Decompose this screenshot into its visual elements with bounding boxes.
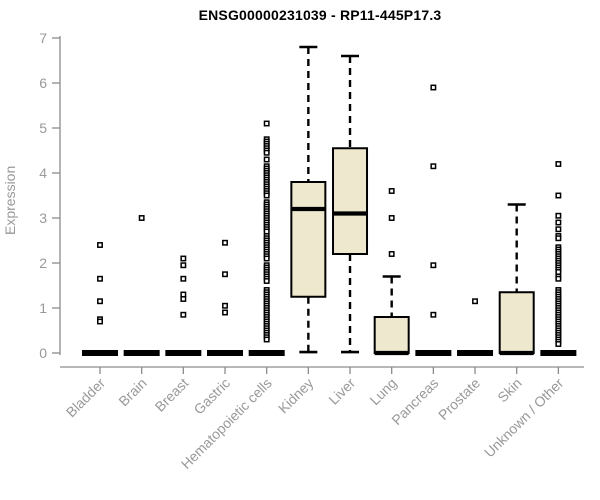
outlier-point: [180, 262, 187, 269]
x-tick-label: Breast: [152, 375, 192, 415]
collapsed-box: [123, 350, 160, 356]
outlier-point: [263, 336, 270, 343]
box: [498, 291, 535, 354]
outlier-point: [222, 239, 228, 246]
x-tick-label: Unknown / Other: [481, 375, 567, 461]
outlier-point: [97, 275, 103, 282]
outlier-point: [263, 255, 270, 262]
outlier-point: [555, 226, 562, 233]
y-tick-label: 2: [39, 255, 47, 271]
outlier-point: [555, 235, 562, 242]
collapsed-box: [82, 350, 118, 356]
outlier-point: [555, 275, 562, 282]
outlier-point: [263, 228, 270, 235]
outlier-point: [222, 309, 228, 316]
outlier-point: [555, 269, 562, 275]
outlier-point: [388, 215, 395, 221]
outlier-point: [180, 311, 187, 318]
outlier-point: [555, 192, 562, 199]
y-tick-label: 3: [39, 210, 47, 226]
collapsed-box: [415, 350, 452, 356]
x-tick-label: Brain: [115, 375, 149, 409]
collapsed-box: [457, 350, 494, 356]
x-tick-label: Bladder: [63, 375, 109, 421]
outlier-point: [388, 251, 395, 257]
outlier-point: [180, 296, 187, 302]
outlier-point: [388, 188, 395, 194]
outlier-point: [97, 242, 103, 248]
outlier-point: [180, 255, 187, 262]
outlier-point: [430, 163, 437, 170]
y-tick-label: 7: [39, 30, 47, 46]
outlier-point: [97, 318, 103, 325]
y-tick-label: 6: [39, 75, 47, 91]
box: [290, 181, 327, 298]
outlier-point: [430, 311, 437, 318]
y-tick-label: 1: [39, 300, 47, 316]
x-tick-label: Prostate: [435, 375, 483, 423]
x-tick-label: Lung: [366, 375, 399, 408]
box: [373, 316, 410, 354]
outlier-point: [472, 298, 478, 305]
box: [332, 147, 369, 255]
x-tick-label: Kidney: [275, 375, 317, 417]
x-tick-label: Liver: [325, 375, 358, 408]
x-tick-label: Skin: [494, 375, 525, 406]
outlier-point: [430, 262, 437, 269]
y-tick-label: 0: [39, 345, 47, 361]
outlier-point: [97, 298, 103, 305]
y-tick-label: 4: [39, 165, 47, 181]
chart-title: ENSG00000231039 - RP11-445P17.3: [198, 7, 442, 23]
outlier-point: [555, 212, 562, 219]
outlier-point: [222, 302, 228, 309]
outlier-point: [555, 219, 562, 226]
outlier-point: [222, 271, 228, 278]
collapsed-box: [540, 350, 577, 356]
outlier-point: [180, 275, 187, 282]
outlier-point: [263, 120, 270, 127]
y-tick-label: 5: [39, 120, 47, 136]
outlier-point: [263, 192, 270, 199]
outlier-point: [430, 84, 437, 91]
collapsed-box: [165, 350, 202, 356]
outlier-point: [138, 215, 145, 221]
outlier-point: [555, 161, 562, 167]
collapsed-box: [248, 350, 285, 356]
outlier-point: [555, 341, 562, 347]
outlier-point: [180, 291, 187, 298]
outlier-point: [263, 278, 270, 284]
collapsed-box: [207, 350, 244, 356]
outlier-point: [263, 156, 270, 163]
outlier-point: [263, 149, 270, 156]
